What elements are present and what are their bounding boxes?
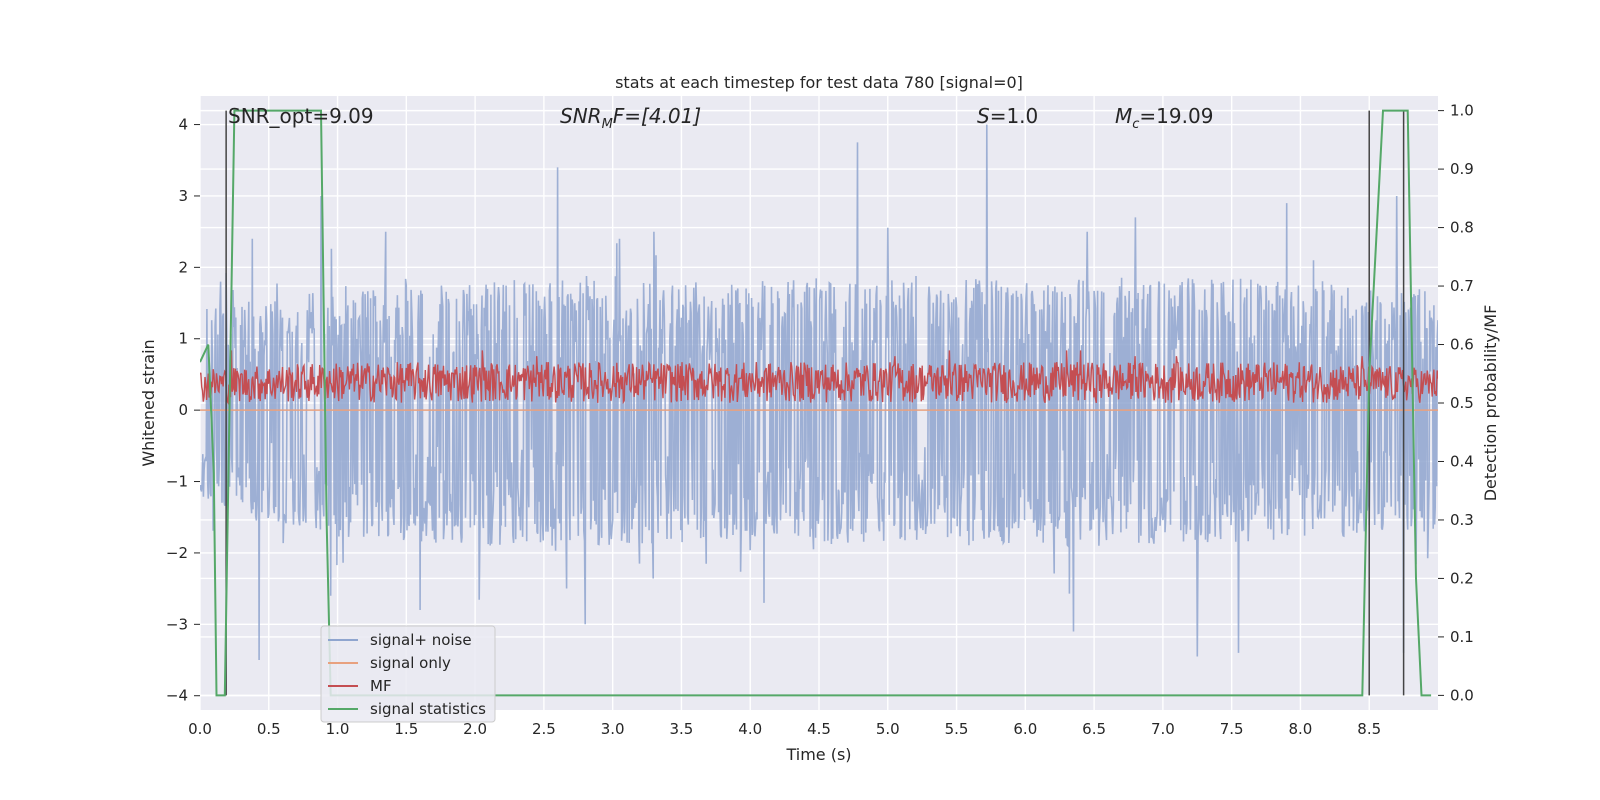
annotation-mc: Mc=19.09: [1115, 104, 1213, 132]
x-tick-label: 7.5: [1220, 720, 1244, 738]
x-tick-label: 6.0: [1013, 720, 1037, 738]
y-right-tick-label: 0.2: [1450, 569, 1474, 587]
y-right-tick-label: 0.0: [1450, 686, 1474, 704]
annotation-mc-sub: c: [1132, 117, 1139, 132]
annotation-snr-mf-base: SNR: [560, 104, 602, 128]
y-axis-label: Whitened strain: [139, 339, 158, 466]
y-right-tick-label: 0.4: [1450, 452, 1474, 470]
legend-label-signal-only: signal only: [370, 654, 451, 672]
y-right-tick-label: 0.5: [1450, 394, 1474, 412]
annotation-snr-mf: SNRMF=[4.01]: [560, 104, 701, 132]
y-right-tick-label: 0.7: [1450, 277, 1474, 295]
y-tick-label: 1: [178, 330, 188, 348]
annotation-snr-opt: SNR_opt=9.09: [228, 104, 374, 128]
annotation-s-base: S: [977, 104, 990, 128]
annotation-s-rest: =1.0: [990, 104, 1039, 128]
x-tick-label: 4.5: [807, 720, 831, 738]
y-tick-label: 0: [178, 401, 188, 419]
y-tick-label: 2: [178, 258, 188, 276]
series-mf: [200, 350, 1438, 406]
legend-label-mf: MF: [370, 677, 392, 695]
x-tick-label: 2.5: [532, 720, 556, 738]
annotation-s: S=1.0: [977, 104, 1038, 128]
annotation-snr-mf-sub: M: [602, 117, 613, 132]
y-tick-label: 3: [178, 187, 188, 205]
y-tick-label: −1: [166, 473, 188, 491]
x-axis-label: Time (s): [785, 745, 851, 764]
x-tick-label: 6.5: [1082, 720, 1106, 738]
annotation-mc-rest: =19.09: [1139, 104, 1213, 128]
x-tick-labels: 0.0 0.5 1.0 1.5 2.0 2.5 3.0 3.5 4.0 4.5 5.0 5.5 6.0 6…: [188, 720, 1381, 738]
series-layer: [200, 109, 1438, 697]
x-tick-label: 7.0: [1151, 720, 1175, 738]
x-tick-label: 0.0: [188, 720, 212, 738]
x-tick-label: 0.5: [257, 720, 281, 738]
x-tick-label: 1.0: [326, 720, 350, 738]
y-tick-label: −3: [166, 615, 188, 633]
y-right-tick-label: 0.6: [1450, 336, 1474, 354]
x-tick-label: 2.0: [463, 720, 487, 738]
x-tick-label: 4.0: [738, 720, 762, 738]
y-right-tick-label: 1.0: [1450, 102, 1474, 120]
y-tick-labels: 4 3 2 1 0 −1 −2 −3 −4: [166, 116, 200, 705]
y-tick-label: −2: [166, 544, 188, 562]
x-tick-label: 5.5: [945, 720, 969, 738]
y-right-tick-label: 0.8: [1450, 219, 1474, 237]
legend: signal+ noise signal only MF signal stat…: [320, 625, 496, 723]
legend-label-signal-statistics: signal statistics: [370, 700, 486, 718]
annotation-snr-mf-rest: F=[4.01]: [613, 104, 701, 128]
series-signal-statistics: [200, 109, 1432, 697]
x-tick-label: 3.0: [601, 720, 625, 738]
legend-box: [320, 625, 496, 723]
y-right-tick-label: 0.3: [1450, 511, 1474, 529]
x-tick-label: 1.5: [394, 720, 418, 738]
series-signal-noise: [200, 124, 1438, 661]
x-tick-label: 8.5: [1357, 720, 1381, 738]
y-right-tick-label: 0.9: [1450, 160, 1474, 178]
y-right-tick-label: 0.1: [1450, 628, 1474, 646]
chart-title: stats at each timestep for test data 780…: [615, 73, 1023, 92]
x-tick-label: 8.0: [1289, 720, 1313, 738]
x-tick-label: 3.5: [670, 720, 694, 738]
annotation-mc-base: M: [1115, 104, 1132, 128]
y-tick-label: 4: [178, 116, 188, 134]
y-right-tick-labels: 1.0 0.9 0.8 0.7 0.6 0.5 0.4 0.3 0.2 0.1 0.0: [1438, 102, 1474, 704]
x-tick-label: 5.0: [876, 720, 900, 738]
y-right-axis-label: Detection probability/MF: [1481, 305, 1500, 502]
y-tick-label: −4: [166, 687, 188, 705]
legend-label-signal-noise: signal+ noise: [370, 631, 472, 649]
